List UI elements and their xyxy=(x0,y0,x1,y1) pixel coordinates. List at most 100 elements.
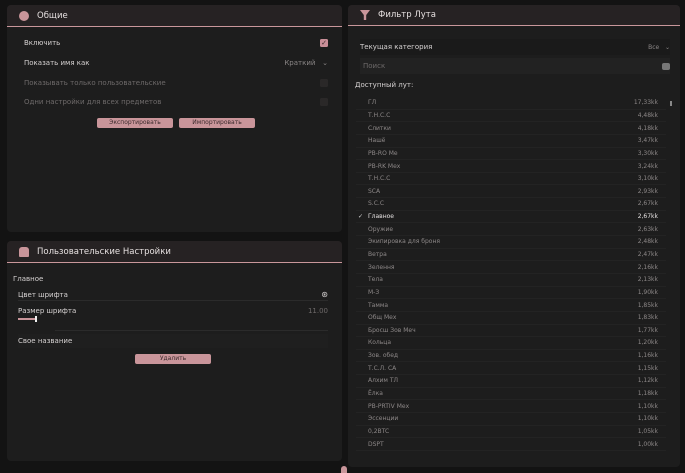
only-custom-row: Показывать только пользовательские xyxy=(24,77,328,89)
loot-item[interactable]: Бросш Зов Меч 1,77kk xyxy=(356,325,666,338)
show-name-label: Показать имя как xyxy=(24,59,90,67)
scrollbar[interactable] xyxy=(670,101,672,106)
loot-item-name: SCA xyxy=(368,187,381,195)
flower-icon xyxy=(19,10,29,21)
loot-item[interactable]: Тела 2,13kk xyxy=(356,274,666,287)
loot-item[interactable]: 0,2BTC 1,05kk xyxy=(356,426,666,439)
same-settings-checkbox[interactable] xyxy=(320,98,328,106)
loot-item-name: Бросш Зов Меч xyxy=(368,326,416,334)
delete-button[interactable]: Удалить xyxy=(135,354,211,364)
loot-item[interactable]: Т.Н.С.С 3,10kk xyxy=(356,173,666,186)
loot-item[interactable]: PB-RK Мех 3,24kk xyxy=(356,160,666,173)
category-select[interactable]: Все ⌄ xyxy=(648,44,670,51)
loot-item-name: PB-PRTIV Мех xyxy=(368,402,410,410)
same-settings-label: Одни настройки для всех предметов xyxy=(24,98,162,106)
loot-item-value: 1,83kk xyxy=(637,314,658,322)
loot-item-name: S.C.C xyxy=(368,200,385,208)
loot-item[interactable]: ГЛ 17,33kk xyxy=(356,97,666,110)
loot-item-name: Ёлка xyxy=(368,390,383,398)
loot-item-value: 3,47kk xyxy=(637,137,658,145)
show-name-value: Краткий xyxy=(284,59,316,67)
loot-item[interactable]: Кольца 1,20kk xyxy=(356,337,666,350)
color-picker-icon[interactable]: ⊛ xyxy=(321,290,328,299)
loot-item[interactable]: Зов. обед 1,16kk xyxy=(356,350,666,363)
loot-item-name: Слитки xyxy=(368,124,391,132)
loot-item-name: Тамма xyxy=(368,301,389,309)
loot-item[interactable]: Т.С.Л. СА 1,15kk xyxy=(356,362,666,376)
loot-item[interactable]: SCA 2,93kk xyxy=(356,185,666,199)
loot-item-name: Зов. обед xyxy=(368,352,399,360)
loot-item[interactable]: Ветра 2,47kk xyxy=(356,249,666,262)
loot-item-value: 2,63kk xyxy=(637,225,658,233)
search-icon xyxy=(662,62,670,70)
resize-handle[interactable] xyxy=(341,466,347,473)
chevron-down-icon: ⌄ xyxy=(322,59,328,67)
funnel-icon xyxy=(360,10,370,20)
loot-item[interactable]: DSPT 1,00kk xyxy=(356,438,666,451)
loot-item-value: 2,67kk xyxy=(637,200,658,208)
loot-item-value: 1,10kk xyxy=(637,415,658,423)
user-group-icon xyxy=(19,246,29,257)
loot-item-value: 1,00kk xyxy=(637,440,658,448)
loot-item-value: 1,16kk xyxy=(637,352,658,360)
loot-item-name: Нашё xyxy=(368,137,386,145)
font-size-row: Размер шрифта 11.00 xyxy=(18,305,328,317)
loot-item-value: 17,33kk xyxy=(633,99,658,107)
loot-item-name: Т.Н.С.С xyxy=(368,111,391,119)
show-name-row: Показать имя как Краткий ⌄ xyxy=(24,57,328,69)
chevron-down-icon: ⌄ xyxy=(664,43,670,51)
import-button[interactable]: Импортировать xyxy=(179,118,255,128)
loot-item-name: PB-RO Ме xyxy=(368,149,398,157)
loot-item[interactable]: Эссенции 1,10kk xyxy=(356,413,666,426)
loot-item[interactable]: PB-PRTIV Мех 1,10kk xyxy=(356,400,666,414)
loot-item[interactable]: М-З 1,90kk xyxy=(356,287,666,300)
loot-item[interactable]: ✓ Главное 2,67kk xyxy=(356,211,666,224)
custom-panel: Пользовательские Настройки Главное Цвет … xyxy=(7,241,342,461)
loot-item[interactable]: Алхим ТЛ 1,12kk xyxy=(356,375,666,388)
only-custom-label: Показывать только пользовательские xyxy=(24,79,166,87)
loot-item[interactable]: Оружие 2,63kk xyxy=(356,223,666,237)
loot-item-name: Кольца xyxy=(368,339,392,347)
section-label: Главное xyxy=(13,275,44,283)
font-size-value: 11.00 xyxy=(307,307,328,315)
custom-title: Пользовательские Настройки xyxy=(37,246,171,257)
custom-name-input[interactable]: Свое название xyxy=(18,334,328,348)
loot-item[interactable]: Т.Н.С.С 4,48kk xyxy=(356,110,666,123)
loot-item[interactable]: Слитки 4,18kk xyxy=(356,122,666,135)
search-input[interactable]: Поиск xyxy=(360,58,670,74)
loot-item[interactable]: S.C.C 2,67kk xyxy=(356,198,666,211)
loot-item[interactable]: Общ Мех 1,83kk xyxy=(356,312,666,325)
loot-item-value: 1,10kk xyxy=(637,402,658,410)
loot-item[interactable]: Тамма 1,85kk xyxy=(356,299,666,312)
loot-item[interactable]: Экипировка для броня 2,48kk xyxy=(356,236,666,249)
search-placeholder: Поиск xyxy=(363,62,386,70)
loot-item-value: 1,77kk xyxy=(637,326,658,334)
loot-item-name: Главное xyxy=(368,213,394,221)
font-size-slider[interactable] xyxy=(18,316,318,322)
general-panel: Общие Включить ✓ Показать имя как Кратки… xyxy=(7,5,342,232)
loot-item-value: 4,18kk xyxy=(637,124,658,132)
loot-item-value: 3,30kk xyxy=(637,149,658,157)
font-color-label: Цвет шрифта xyxy=(18,290,68,299)
available-label: Доступный лут: xyxy=(355,81,414,89)
loot-item[interactable]: Нашё 3,47kk xyxy=(356,135,666,148)
loot-item-name: ГЛ xyxy=(368,99,377,107)
loot-item-name: Т.Н.С.С xyxy=(368,175,391,183)
loot-item-value: 4,48kk xyxy=(637,111,658,119)
filter-header: Фильтр Лута xyxy=(348,5,680,26)
enable-row: Включить ✓ xyxy=(24,37,328,49)
category-value: Все xyxy=(648,43,660,51)
export-button[interactable]: Экспортировать xyxy=(97,118,173,128)
loot-item-value: 1,85kk xyxy=(637,301,658,309)
only-custom-checkbox[interactable] xyxy=(320,79,328,87)
loot-item-name: Т.С.Л. СА xyxy=(368,364,397,372)
enable-checkbox[interactable]: ✓ xyxy=(320,39,328,47)
show-name-select[interactable]: Краткий ⌄ xyxy=(284,59,328,67)
loot-item[interactable]: PB-RO Ме 3,30kk xyxy=(356,148,666,161)
loot-item-name: Общ Мех xyxy=(368,314,397,322)
loot-item[interactable]: Зелення 2,16kk xyxy=(356,261,666,274)
loot-item[interactable]: Ёлка 1,18kk xyxy=(356,388,666,401)
loot-item-value: 2,47kk xyxy=(637,251,658,258)
custom-name-label: Свое название xyxy=(18,337,73,345)
category-row: Текущая категория Все ⌄ xyxy=(360,39,670,55)
